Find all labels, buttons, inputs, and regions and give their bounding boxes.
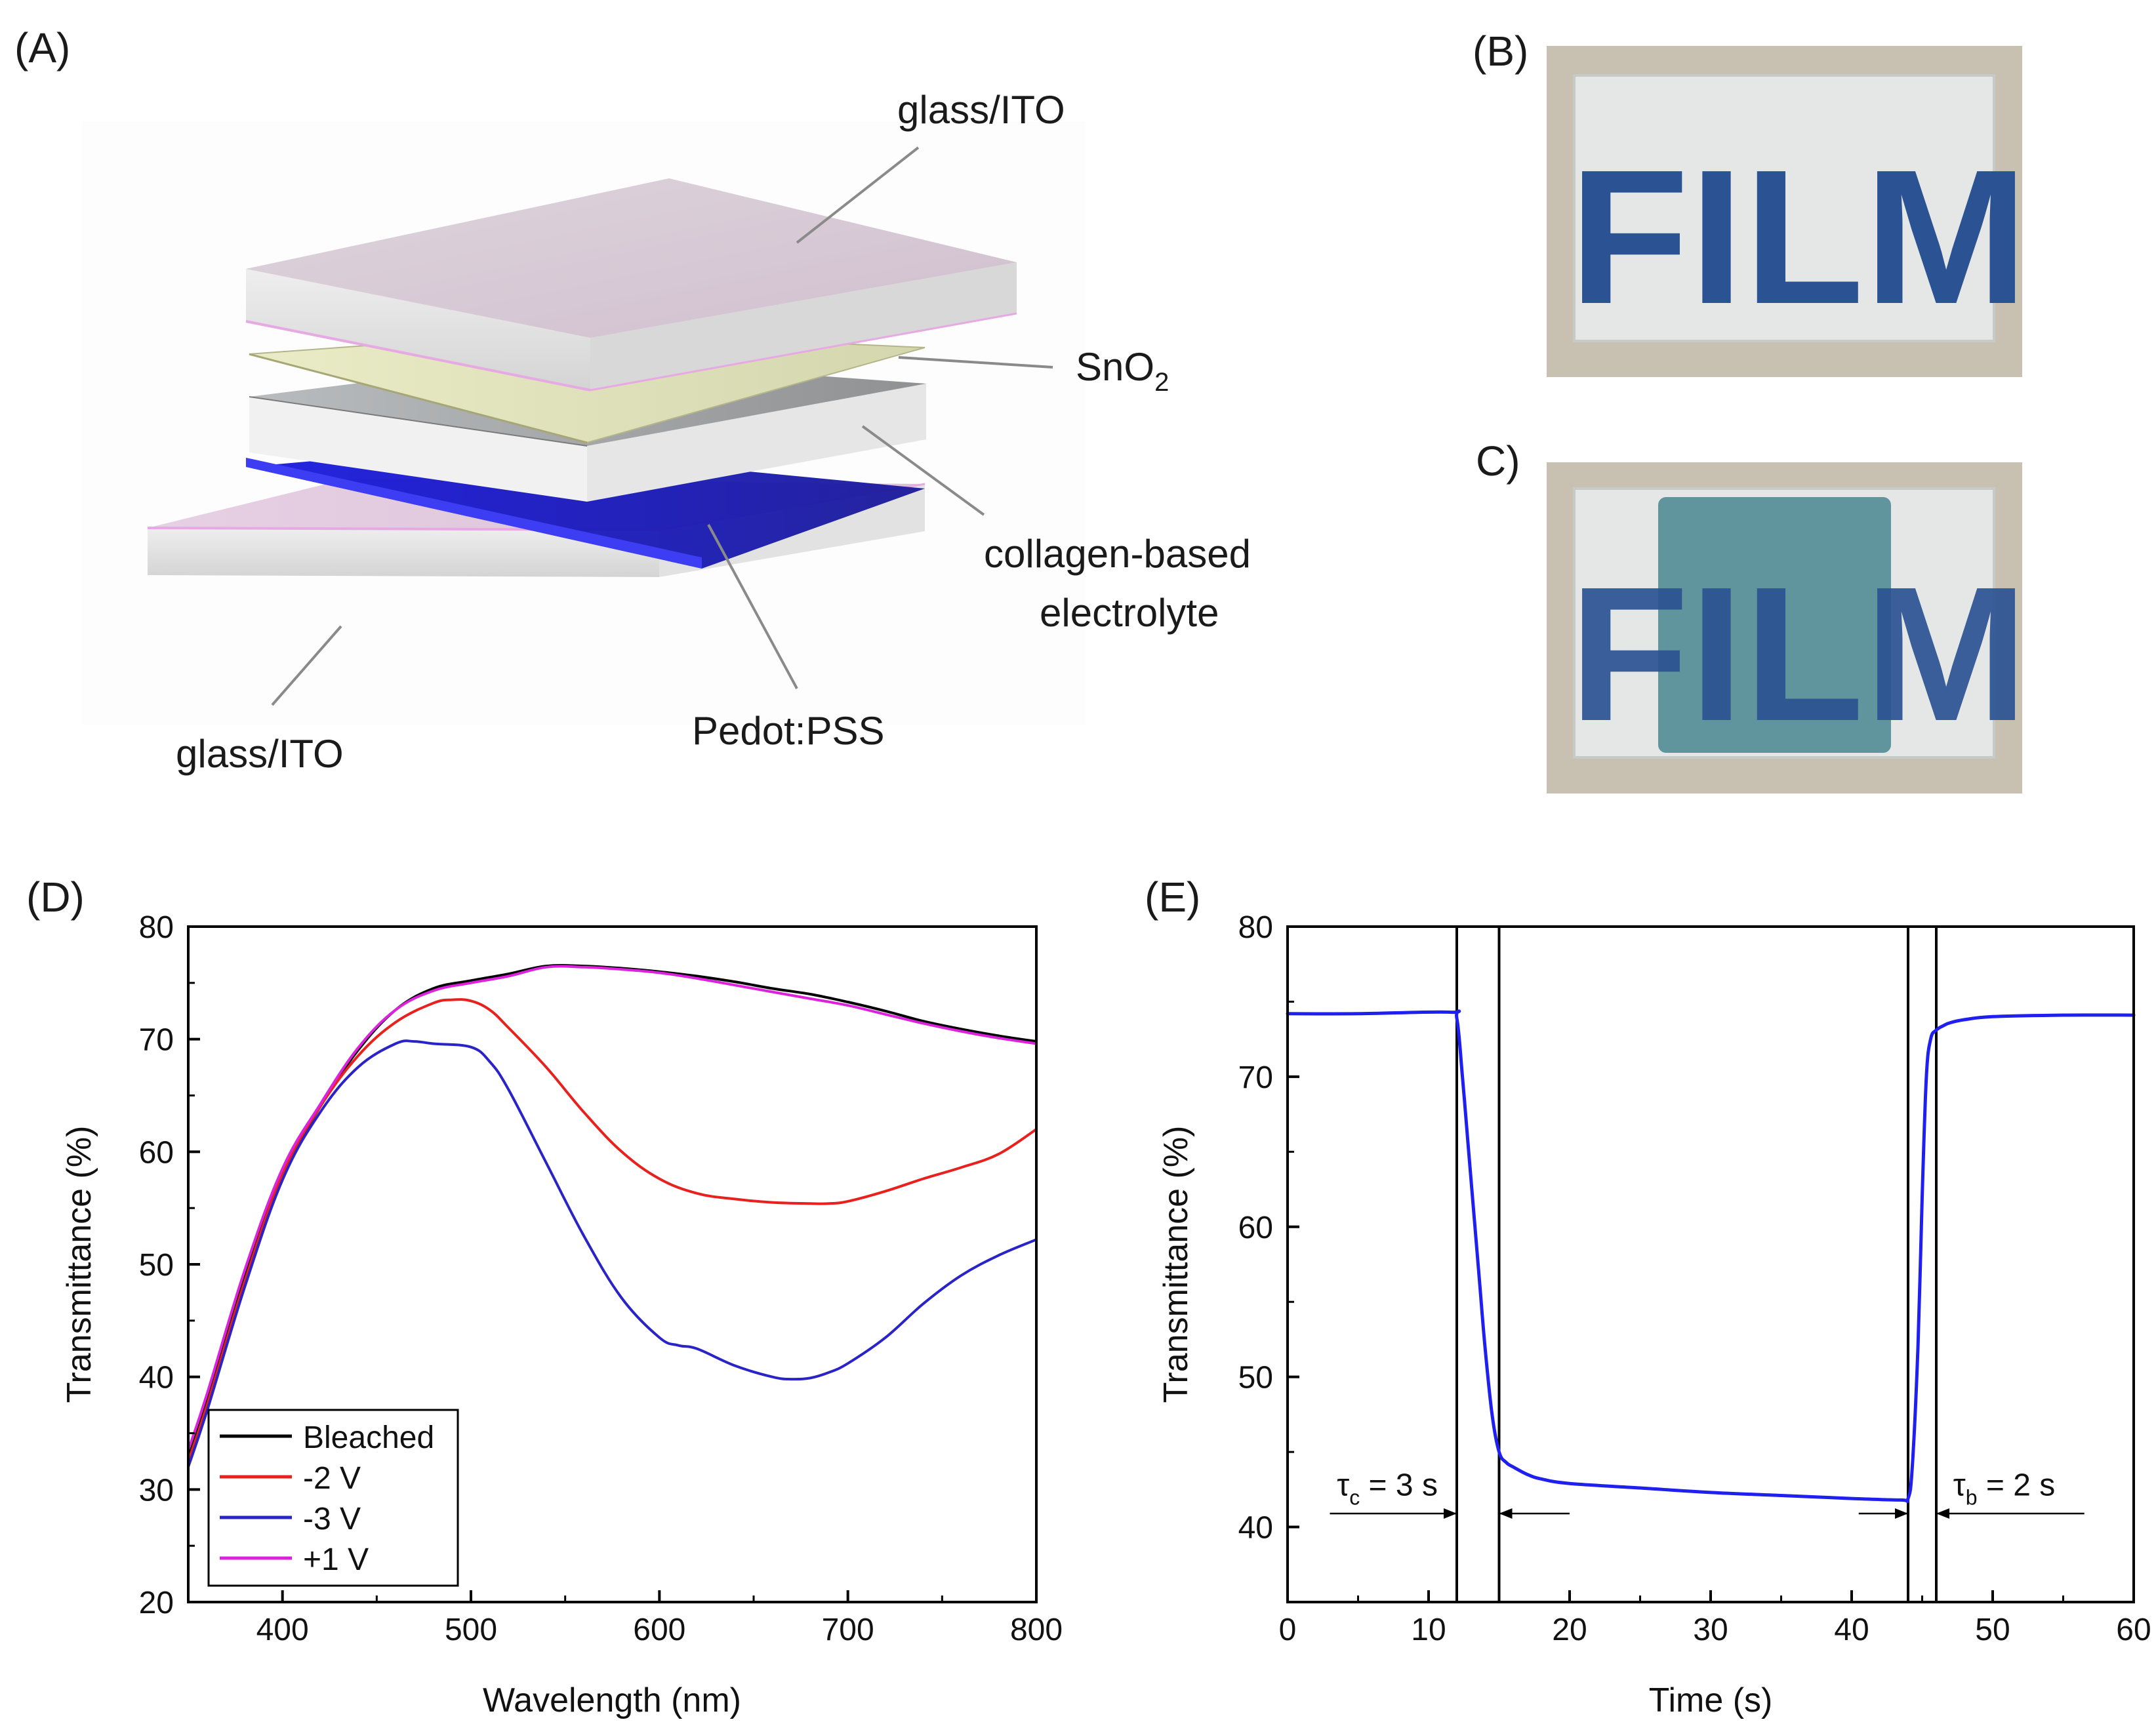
legend-label: -2 V [303,1461,361,1496]
label-electrolyte-line2: electrolyte [1040,591,1219,635]
switching-annotations: τc = 3 s τb = 2 s [1330,1468,2085,1519]
spectra-chart: 400 500 600 700 800 20 30 40 50 60 70 80 Wavelength… [60,910,1063,1719]
photo-b-letters: FILM [1569,130,2028,344]
spectra-y-tick-label: 70 [139,1023,174,1058]
label-sno2-main: SnO [1076,345,1154,389]
time-y-tick-label: 70 [1238,1060,1273,1095]
label-sno2: SnO2 [1076,345,1169,397]
legend-label: Bleached [303,1420,434,1455]
switching-time-lines [1455,927,1938,1602]
tau-c-label: τc = 3 s [1337,1468,1438,1509]
time-x-tick-label: 60 [2116,1613,2151,1647]
spectra-series-bleached [187,963,1038,1457]
time-y-tick-label: 50 [1238,1361,1273,1395]
label-bottom-glass: glass/ITO [176,732,344,776]
tau-c-arrow-left-head [1444,1508,1457,1519]
spectra-series-2-v [187,998,1038,1463]
time-ticks: 0 10 20 30 40 50 60 40 50 60 70 80 [1238,910,2151,1647]
spectra-y-axis-label: Transmittance (%) [60,1126,98,1403]
photo-bleached: FILM [1547,46,2028,377]
tau-c-arrow-right-head [1499,1508,1513,1519]
label-electrolyte-line1: collagen-based [984,532,1251,576]
spectra-x-tick-label: 600 [633,1613,685,1647]
panel-label-a: (A) [14,24,70,71]
time-x-tick-label: 40 [1834,1613,1869,1647]
panel-label-b: (B) [1473,28,1528,75]
time-x-tick-label: 30 [1693,1613,1728,1647]
time-x-tick-label: 10 [1411,1613,1446,1647]
spectra-x-axis-label: Wavelength (nm) [483,1681,741,1719]
legend-label: -3 V [303,1502,361,1536]
time-y-axis-label: Transmittance (%) [1157,1126,1195,1403]
spectra-series-1-v [187,965,1038,1452]
photo-colored: FILM [1547,462,2028,793]
spectra-ticks: 400 500 600 700 800 20 30 40 50 60 70 80 [139,910,1063,1647]
legend-label: +1 V [303,1542,369,1577]
tau-b-arrow-right-head [1936,1508,1949,1519]
tau-b-label: τb = 2 s [1953,1468,2056,1509]
spectra-plot-frame [187,925,1038,1603]
spectra-y-tick-label: 30 [139,1473,174,1508]
tau-b-label-rest: = 2 s [1978,1468,2056,1502]
time-x-tick-label: 50 [1975,1613,2010,1647]
photo-b-glass [1573,74,1995,342]
leader-bottom-glass [271,625,342,706]
spectra-x-tick-label: 400 [256,1613,309,1647]
time-plot-frame [1286,925,2135,1603]
tau-c-label-sub: c [1349,1485,1360,1509]
spectra-series [187,963,1038,1468]
legend-box [207,1409,459,1587]
time-y-tick-label: 80 [1238,910,1273,945]
tau-c-label-symbol: τ [1337,1468,1349,1502]
spectra-y-tick-label: 80 [139,910,174,945]
label-pedot: Pedot:PSS [692,709,885,753]
time-y-tick-label: 40 [1238,1511,1273,1546]
top-glass-layer [245,178,1017,391]
device-stack-diagram: glass/ITO SnO2 collagen-based electrolyt… [82,88,1251,776]
spectra-y-tick-label: 40 [139,1361,174,1395]
spectra-series-3-v [187,1039,1038,1468]
spectra-x-tick-label: 500 [445,1613,497,1647]
panel-label-c: C) [1476,437,1520,485]
spectra-x-tick-label: 800 [1010,1613,1063,1647]
photo-c-letters: FILM [1569,547,2028,761]
spectra-y-tick-label: 20 [139,1586,174,1620]
spectra-legend: Bleached -2 V -3 V +1 V [207,1409,459,1587]
photo-c-colored-area [1658,497,1891,753]
spectra-y-tick-label: 50 [139,1248,174,1283]
panel-label-e: (E) [1145,873,1200,921]
time-series-transmittance [1286,1009,2136,1504]
spectra-y-tick-label: 60 [139,1135,174,1170]
time-x-axis-label: Time (s) [1649,1681,1773,1719]
tau-b-label-sub: b [1966,1485,1978,1509]
leader-electrolyte [861,425,985,516]
tau-b-label-symbol: τ [1953,1468,1966,1502]
tau-c-label-rest: = 3 s [1360,1468,1438,1502]
tau-b-arrow-left-head [1895,1508,1908,1519]
label-top-glass: glass/ITO [897,88,1065,132]
leader-top-glass [796,146,920,244]
time-x-tick-label: 20 [1552,1613,1587,1647]
spectra-x-tick-label: 700 [822,1613,874,1647]
time-y-tick-label: 60 [1238,1211,1273,1245]
leader-sno2 [898,356,1053,369]
leader-pedot [707,524,798,689]
time-series [1286,1009,2136,1504]
label-sno2-sub: 2 [1154,368,1169,397]
panel-label-d: (D) [26,873,85,921]
time-x-tick-label: 0 [1279,1613,1297,1647]
